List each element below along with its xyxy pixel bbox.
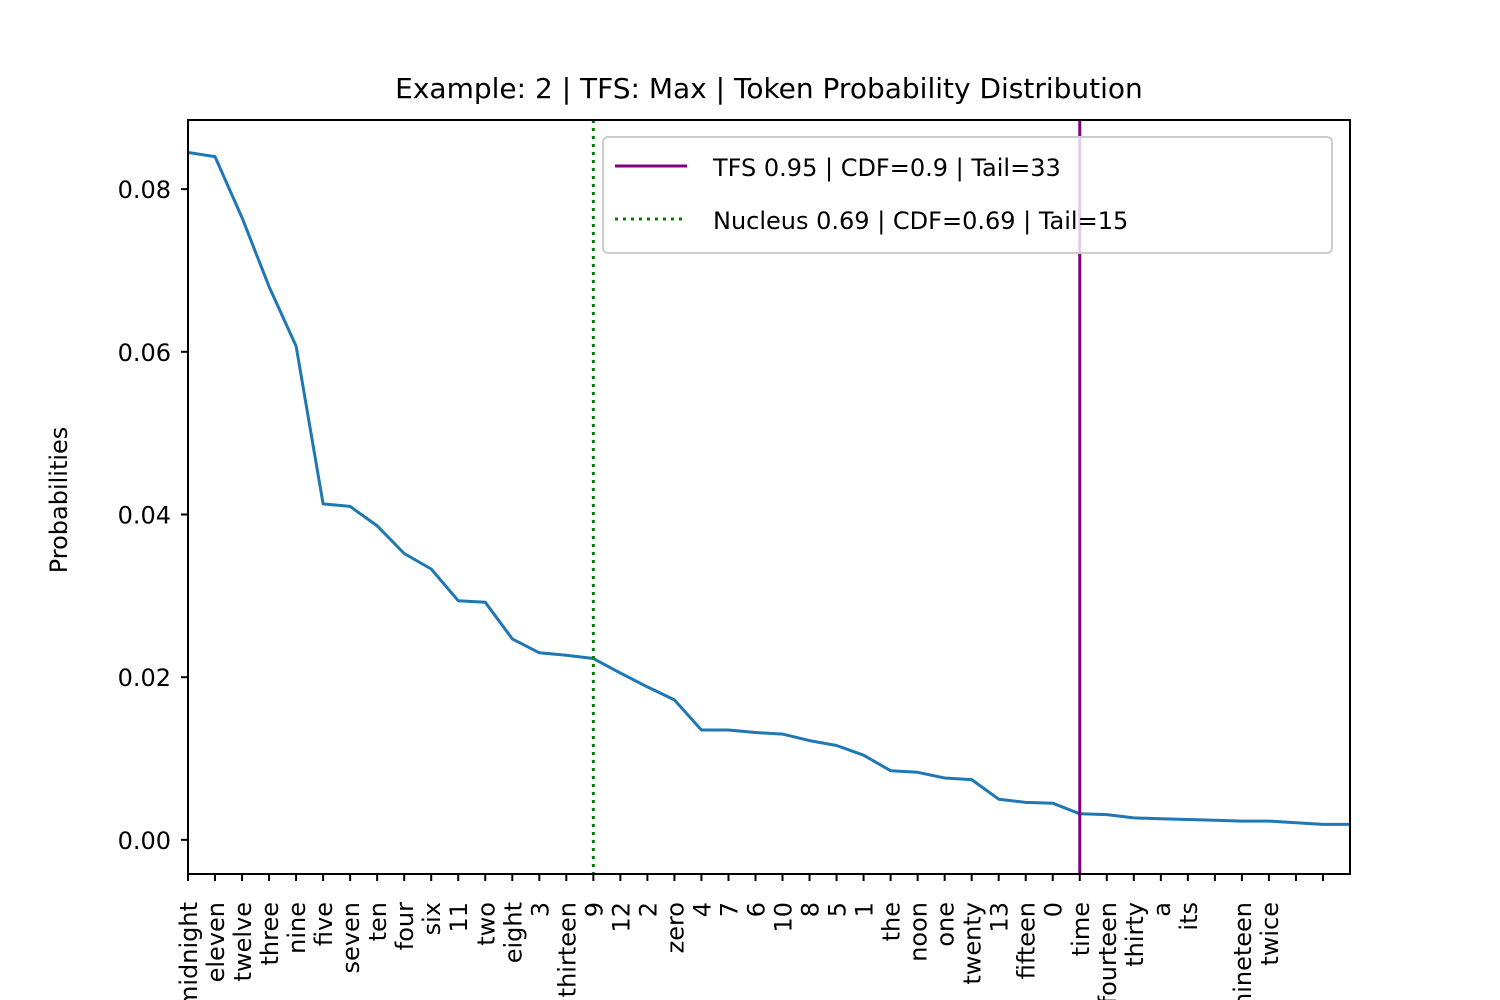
x-tick-label: one	[932, 902, 960, 947]
x-tick-label: seven	[337, 902, 365, 973]
x-tick-label: a	[1148, 902, 1176, 917]
x-tick-label: nineteen	[1229, 902, 1257, 1000]
x-tick-label: noon	[905, 902, 933, 962]
x-tick-label: thirty	[1121, 902, 1149, 967]
x-tick-label: 2	[634, 902, 662, 917]
x-tick-label: 7	[715, 902, 743, 917]
x-tick-label: eleven	[202, 902, 230, 982]
x-tick-label: eight	[499, 902, 527, 963]
x-tick-label: 13	[986, 902, 1014, 933]
x-tick-label: 6	[742, 902, 770, 917]
x-tick-label: six	[418, 902, 446, 935]
y-tick-label: 0.08	[118, 176, 171, 204]
legend-label-tfs: TFS 0.95 | CDF=0.9 | Tail=33	[712, 154, 1061, 182]
y-tick-label: 0.00	[118, 827, 171, 855]
x-tick-label: five	[310, 902, 338, 946]
x-tick-label: three	[256, 902, 284, 966]
x-tick-label: its	[1175, 902, 1203, 931]
x-tick-label: twice	[1256, 902, 1284, 966]
x-tick-label: 1	[851, 902, 879, 917]
y-axis-ticks: 0.00 0.02 0.04 0.06 0.08	[118, 176, 188, 855]
y-tick-label: 0.06	[118, 339, 171, 367]
probability-line	[188, 151, 1350, 826]
x-axis-ticks: midnight eleven twelve three nine five seven te…	[175, 874, 1324, 1000]
x-tick-label: time	[1067, 902, 1095, 956]
x-tick-label: twelve	[229, 902, 257, 981]
x-tick-label: 10	[770, 902, 798, 933]
plot-frame	[187, 119, 1351, 875]
legend-box	[602, 136, 1333, 254]
x-tick-label: zero	[661, 902, 689, 953]
x-tick-label: 12	[607, 902, 635, 933]
x-tick-label: the	[878, 902, 906, 941]
x-tick-label: ten	[364, 902, 392, 941]
x-tick-label: 11	[445, 902, 473, 933]
legend-label-nucleus: Nucleus 0.69 | CDF=0.69 | Tail=15	[713, 207, 1128, 235]
x-tick-label: 0	[1040, 902, 1068, 917]
x-tick-label: 3	[526, 902, 554, 917]
x-tick-label: fifteen	[1013, 902, 1041, 979]
x-tick-label: two	[472, 902, 500, 946]
y-tick-label: 0.04	[118, 501, 171, 529]
x-tick-label: 4	[688, 902, 716, 917]
y-tick-label: 0.02	[118, 664, 171, 692]
x-tick-label: four	[391, 902, 419, 950]
x-tick-label: 9	[580, 902, 608, 917]
x-tick-label: 8	[797, 902, 825, 917]
x-tick-label: fourteen	[1094, 902, 1122, 1000]
legend: TFS 0.95 | CDF=0.9 | Tail=33 Nucleus 0.6…	[602, 136, 1333, 254]
x-tick-label: 5	[824, 902, 852, 917]
x-tick-label: twenty	[959, 902, 987, 985]
y-axis-label: Probabilities	[45, 427, 73, 574]
x-tick-label: thirteen	[553, 902, 581, 997]
chart-title: Example: 2 | TFS: Max | Token Probabilit…	[395, 72, 1143, 105]
x-tick-label: nine	[283, 902, 311, 954]
x-tick-label: midnight	[175, 902, 203, 1000]
series-layer	[188, 151, 1350, 826]
